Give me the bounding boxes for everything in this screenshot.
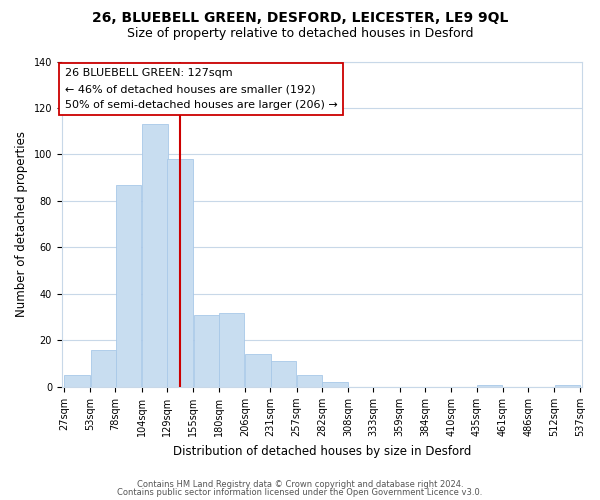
Bar (245, 354, 271, 387)
Y-axis label: Number of detached properties: Number of detached properties (15, 131, 28, 317)
Bar (271, 362, 296, 387)
Bar (116, 184, 142, 387)
Bar (477, 384, 502, 387)
X-axis label: Distribution of detached houses by size in Desford: Distribution of detached houses by size … (173, 444, 471, 458)
Bar (219, 312, 244, 387)
Text: Contains public sector information licensed under the Open Government Licence v3: Contains public sector information licen… (118, 488, 482, 497)
Bar (194, 315, 219, 387)
Bar (167, 159, 193, 387)
Text: 26 BLUEBELL GREEN: 127sqm
← 46% of detached houses are smaller (192)
50% of semi: 26 BLUEBELL GREEN: 127sqm ← 46% of detac… (65, 68, 338, 110)
Text: 26, BLUEBELL GREEN, DESFORD, LEICESTER, LE9 9QL: 26, BLUEBELL GREEN, DESFORD, LEICESTER, … (92, 12, 508, 26)
Text: Size of property relative to detached houses in Desford: Size of property relative to detached ho… (127, 28, 473, 40)
Bar (322, 382, 347, 387)
Text: Contains HM Land Registry data © Crown copyright and database right 2024.: Contains HM Land Registry data © Crown c… (137, 480, 463, 489)
Bar (142, 124, 167, 387)
Bar (64, 376, 90, 387)
Bar (555, 384, 580, 387)
Bar (91, 350, 116, 387)
Bar (297, 376, 322, 387)
